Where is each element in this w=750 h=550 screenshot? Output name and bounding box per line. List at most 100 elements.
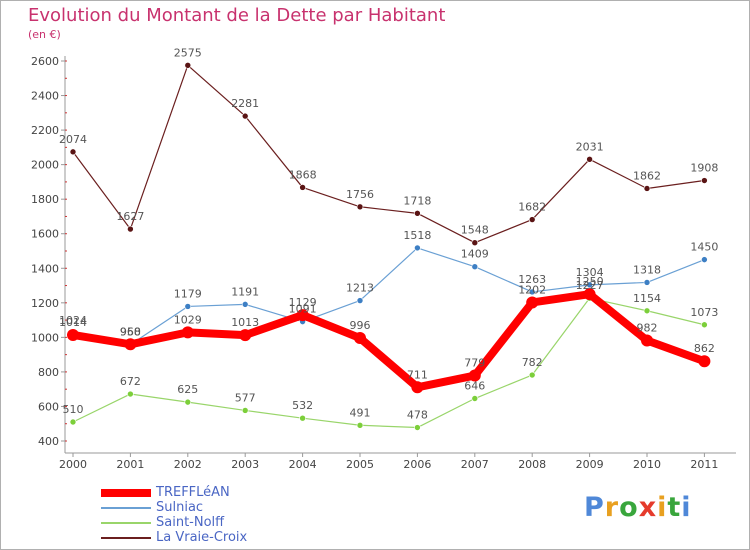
data-point xyxy=(296,309,309,322)
data-label: 1627 xyxy=(116,210,144,223)
data-label: 1073 xyxy=(690,306,718,319)
data-label: 1154 xyxy=(633,292,661,305)
chart-legend: TREFFLéAN Sulniac Saint-Nolff La Vraie-C… xyxy=(101,485,321,546)
y-tick-label: 2400 xyxy=(31,90,59,103)
data-point xyxy=(528,216,536,223)
y-tick-label: 1400 xyxy=(31,262,59,275)
data-point xyxy=(241,112,249,120)
legend-item: La Vraie-Croix xyxy=(101,530,321,546)
y-tick-label: 400 xyxy=(38,435,59,448)
data-point xyxy=(414,244,421,252)
legend-swatch xyxy=(101,537,151,539)
y-tick-label: 800 xyxy=(38,366,59,379)
data-label: 1179 xyxy=(174,287,202,300)
y-tick-label: 2000 xyxy=(31,159,59,172)
logo-letter: x xyxy=(638,492,658,523)
x-tick-label: 2001 xyxy=(116,458,144,471)
data-label: 1318 xyxy=(633,263,661,276)
data-label: 1029 xyxy=(174,313,202,326)
legend-label: Sulniac xyxy=(156,500,204,515)
x-tick-label: 2002 xyxy=(174,458,202,471)
legend-swatch xyxy=(101,522,151,524)
x-tick-label: 2003 xyxy=(231,458,259,471)
y-tick-label: 1800 xyxy=(31,193,59,206)
data-label: 1250 xyxy=(576,275,604,288)
data-point xyxy=(69,418,77,426)
data-label: 2074 xyxy=(59,133,87,146)
logo-letter: i xyxy=(681,492,692,523)
x-tick-label: 2009 xyxy=(576,458,604,471)
series-line xyxy=(72,64,706,244)
data-point xyxy=(643,185,651,192)
x-tick-label: 2000 xyxy=(59,458,87,471)
logo-letter: r xyxy=(604,492,620,523)
data-point xyxy=(701,177,708,184)
data-point xyxy=(698,355,711,368)
y-tick-label: 2200 xyxy=(31,124,59,137)
data-point xyxy=(526,296,539,309)
data-point xyxy=(299,184,306,191)
data-label: 960 xyxy=(120,325,141,338)
data-label: 958 xyxy=(120,326,141,339)
x-tick-label: 2010 xyxy=(633,458,661,471)
data-label: 1013 xyxy=(231,316,259,329)
data-point xyxy=(471,263,479,271)
data-label: 1014 xyxy=(59,316,87,329)
legend-item: Sulniac xyxy=(101,500,321,516)
data-label: 1718 xyxy=(403,194,431,207)
data-point xyxy=(241,407,249,414)
legend-label: La Vraie-Croix xyxy=(156,530,248,545)
x-tick-label: 2011 xyxy=(690,458,718,471)
legend-label: Saint-Nolff xyxy=(156,515,225,530)
data-point xyxy=(356,203,364,211)
data-point xyxy=(643,279,651,286)
data-label: 982 xyxy=(637,321,658,334)
data-point xyxy=(414,424,421,431)
data-label: 782 xyxy=(522,356,543,369)
data-label: 996 xyxy=(350,319,371,332)
data-label: 1518 xyxy=(403,229,431,242)
data-label: 1227 xyxy=(576,279,604,292)
legend-swatch xyxy=(101,489,151,497)
data-point xyxy=(239,329,252,342)
data-label: 1191 xyxy=(231,285,259,298)
data-point xyxy=(184,303,192,310)
data-label: 1908 xyxy=(690,162,718,175)
data-point xyxy=(356,421,364,429)
y-tick-label: 1000 xyxy=(31,331,59,344)
data-point xyxy=(641,334,653,347)
data-point xyxy=(528,288,536,296)
x-tick-label: 2008 xyxy=(518,458,546,471)
x-tick-label: 2005 xyxy=(346,458,374,471)
data-point xyxy=(69,148,77,156)
chart-subtitle: (en €) xyxy=(28,28,61,41)
data-label: 1091 xyxy=(289,303,317,316)
chart-title: Evolution du Montant de la Dette par Hab… xyxy=(28,5,446,26)
data-point xyxy=(471,239,479,247)
data-label: 1450 xyxy=(690,241,718,254)
series-line xyxy=(69,290,709,392)
data-label: 1213 xyxy=(346,282,374,295)
data-point xyxy=(354,332,366,345)
data-point xyxy=(701,256,708,263)
data-point xyxy=(124,338,137,351)
data-point xyxy=(356,297,364,304)
data-label: 532 xyxy=(292,399,313,412)
data-point xyxy=(414,210,421,217)
data-point xyxy=(241,301,249,308)
data-label: 1682 xyxy=(518,201,546,214)
data-label: 1548 xyxy=(461,224,489,237)
data-label: 478 xyxy=(407,409,428,422)
x-tick-label: 2007 xyxy=(461,458,489,471)
y-tick-label: 1200 xyxy=(31,297,59,310)
series-line xyxy=(72,247,706,346)
data-point xyxy=(528,371,536,379)
data-point xyxy=(586,281,593,289)
data-point xyxy=(586,155,593,163)
proxiti-logo: Proxiti xyxy=(584,492,692,523)
data-point xyxy=(181,326,194,339)
data-point xyxy=(643,307,651,315)
data-label: 779 xyxy=(464,357,485,370)
